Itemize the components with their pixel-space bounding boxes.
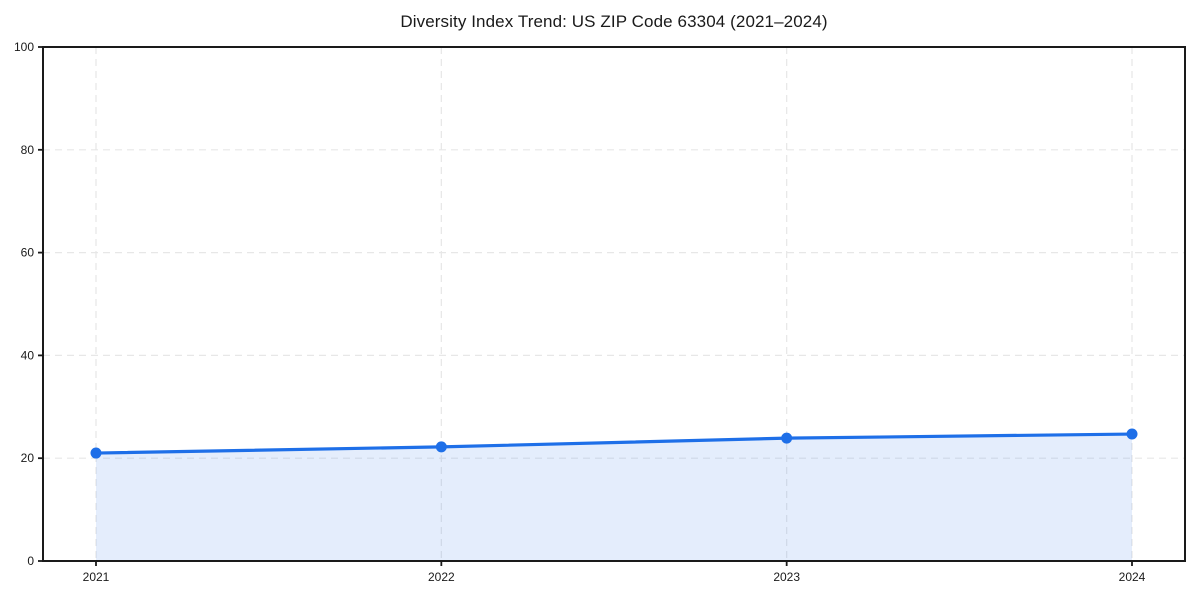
y-tick-label: 0 bbox=[27, 554, 34, 568]
chart-title: Diversity Index Trend: US ZIP Code 63304… bbox=[400, 12, 828, 31]
y-tick-label: 40 bbox=[21, 348, 35, 362]
y-tick-label: 100 bbox=[14, 40, 34, 54]
area-fill bbox=[96, 434, 1132, 561]
x-tick-label: 2024 bbox=[1119, 570, 1146, 584]
x-tick-label: 2021 bbox=[83, 570, 110, 584]
plot-border bbox=[42, 46, 1186, 562]
x-tick-label: 2023 bbox=[773, 570, 800, 584]
y-tick-label: 20 bbox=[21, 451, 35, 465]
data-point-marker bbox=[435, 441, 447, 453]
data-point-marker bbox=[781, 432, 793, 444]
y-tick-label: 80 bbox=[21, 143, 35, 157]
data-point-marker bbox=[1126, 428, 1138, 440]
x-tick-label: 2022 bbox=[428, 570, 455, 584]
y-tick-label: 60 bbox=[21, 246, 35, 260]
data-point-marker bbox=[90, 447, 102, 459]
trend-line bbox=[94, 432, 1134, 455]
